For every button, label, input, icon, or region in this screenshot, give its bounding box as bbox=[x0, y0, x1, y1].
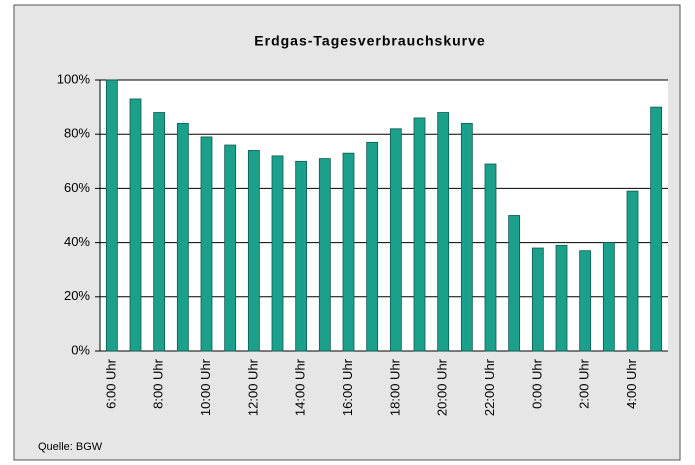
bar bbox=[224, 144, 237, 352]
x-tick-label: 8:00 Uhr bbox=[151, 358, 166, 409]
bar bbox=[247, 150, 260, 352]
bar bbox=[176, 122, 189, 352]
x-tick-label: 14:00 Uhr bbox=[293, 358, 308, 416]
bar bbox=[295, 160, 308, 352]
bar bbox=[153, 112, 166, 352]
bar bbox=[200, 136, 213, 352]
x-tick-label: 20:00 Uhr bbox=[435, 358, 450, 416]
bar bbox=[555, 244, 568, 352]
bar bbox=[460, 122, 473, 352]
bar bbox=[129, 98, 142, 352]
chart-title: Erdgas-Tagesverbrauchskurve bbox=[254, 33, 485, 49]
y-tick-label: 60% bbox=[64, 180, 90, 195]
y-tick-label: 0% bbox=[71, 342, 90, 357]
x-tick-label: 10:00 Uhr bbox=[198, 358, 213, 416]
bar bbox=[366, 141, 379, 352]
x-tick-label: 22:00 Uhr bbox=[482, 358, 497, 416]
y-tick-label: 20% bbox=[64, 288, 90, 303]
x-tick-label: 0:00 Uhr bbox=[529, 358, 544, 409]
y-tick-label: 100% bbox=[57, 71, 91, 86]
bar bbox=[484, 163, 497, 352]
bar bbox=[271, 155, 284, 352]
plot-area bbox=[100, 80, 668, 351]
bar bbox=[602, 242, 615, 352]
y-tick-label: 80% bbox=[64, 126, 90, 141]
bar bbox=[318, 158, 331, 352]
x-tick-label: 18:00 Uhr bbox=[387, 358, 402, 416]
x-tick-label: 6:00 Uhr bbox=[103, 358, 118, 409]
x-tick-label: 12:00 Uhr bbox=[245, 358, 260, 416]
bar bbox=[650, 106, 663, 352]
x-tick-label: 2:00 Uhr bbox=[577, 358, 592, 409]
source-note: Quelle: BGW bbox=[38, 441, 103, 453]
bar bbox=[105, 79, 118, 352]
y-tick-label: 40% bbox=[64, 234, 90, 249]
bar bbox=[437, 112, 450, 352]
bar bbox=[508, 215, 521, 352]
bar bbox=[413, 117, 426, 352]
x-tick-label: 4:00 Uhr bbox=[624, 358, 639, 409]
bar bbox=[579, 250, 592, 352]
bar bbox=[389, 128, 402, 352]
bar bbox=[626, 190, 639, 352]
bar bbox=[531, 247, 544, 352]
bar bbox=[342, 152, 355, 352]
x-tick-label: 16:00 Uhr bbox=[340, 358, 355, 416]
